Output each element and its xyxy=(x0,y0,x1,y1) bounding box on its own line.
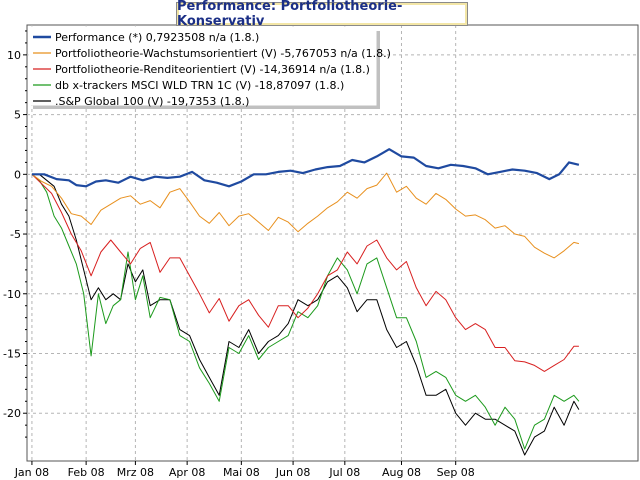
series-line-3 xyxy=(31,173,580,450)
legend-label: db x-trackers MSCI WLD TRN 1C (V) -18,87… xyxy=(55,79,344,92)
series-line-0 xyxy=(31,148,580,188)
y-tick-label: -10 xyxy=(3,288,21,301)
x-tick-label: Aug 08 xyxy=(382,466,421,479)
legend-label: Portfoliotheorie-Wachstumsorientiert (V)… xyxy=(55,47,391,60)
series-line-1 xyxy=(31,172,580,259)
x-tick-label: Jun 08 xyxy=(275,466,311,479)
y-tick-label: -5 xyxy=(10,228,21,241)
y-tick-label: -15 xyxy=(3,347,21,360)
legend: Performance (*) 0,7923508 n/a (1.8.) Port… xyxy=(28,26,391,109)
legend-label: Portfoliotheorie-Renditeorientiert (V) -… xyxy=(55,63,370,76)
x-tick-label: Mai 08 xyxy=(223,466,260,479)
x-tick-label: Mrz 08 xyxy=(117,466,154,479)
x-tick-label: Jan 08 xyxy=(14,466,49,479)
legend-box xyxy=(28,26,377,106)
y-tick-label: 0 xyxy=(14,168,21,181)
y-axis: 10 5 0 -5 -10 -15 -20 xyxy=(3,30,27,438)
legend-label: .S&P Global 100 (V) -19,7353 (1.8.) xyxy=(55,95,249,108)
series-line-4 xyxy=(31,173,580,456)
y-tick-label: -20 xyxy=(3,407,21,420)
y-tick-label: 10 xyxy=(7,49,21,62)
legend-label: Performance (*) 0,7923508 n/a (1.8.) xyxy=(55,31,259,44)
x-axis: Jan 08 Feb 08 Mrz 08 Apr 08 Mai 08 Jun 08 Jul … xyxy=(14,461,475,479)
series-line-2 xyxy=(31,173,579,372)
x-tick-label: Apr 08 xyxy=(169,466,206,479)
chart-title: Performance: Portfoliotheorie-Konservati… xyxy=(177,0,403,29)
chart-title-box: Performance: Portfoliotheorie-Konservati… xyxy=(176,0,468,29)
y-tick-label: 5 xyxy=(14,109,21,122)
x-tick-label: Feb 08 xyxy=(68,466,105,479)
series-layer xyxy=(31,148,580,456)
x-tick-label: Sep 08 xyxy=(437,466,475,479)
x-tick-label: Jul 08 xyxy=(328,466,360,479)
